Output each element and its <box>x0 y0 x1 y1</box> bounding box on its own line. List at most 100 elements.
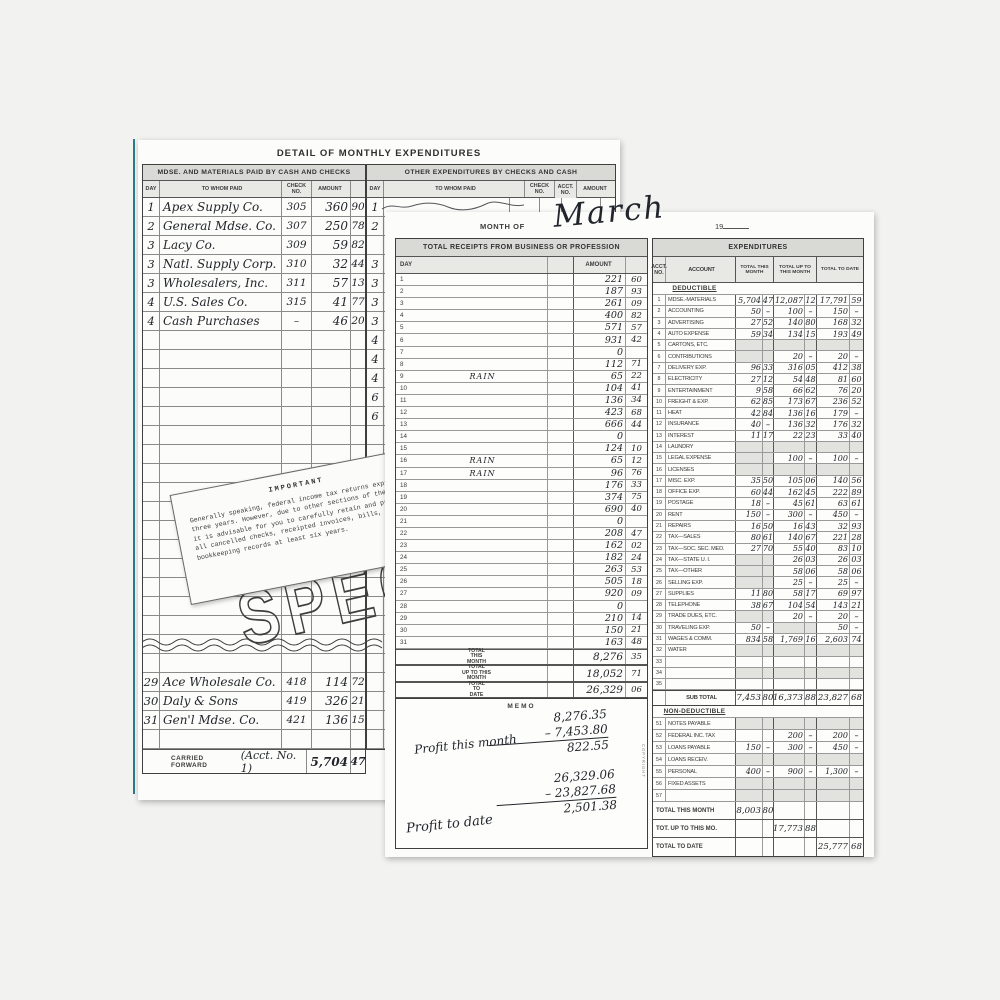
to-date-cell: 140 <box>832 476 848 486</box>
payee-cell: Gen'l Mdse. Co. <box>160 711 282 729</box>
account-name-cell: WAGES & COMM. <box>666 633 736 645</box>
blank-row <box>143 350 365 369</box>
amount-cell: 326 <box>325 694 348 708</box>
day-cell: 6 <box>367 407 384 425</box>
account-row: 32 WATER <box>653 645 863 657</box>
receipts-total-row: TOTAL UP TO THIS MONTH 18,052 71 <box>396 665 647 682</box>
acct-no-cell: 53 <box>653 742 666 754</box>
up-to-month-cents: 45 <box>804 487 817 498</box>
to-date-cell: 221 <box>832 532 848 542</box>
this-month-cents <box>762 645 774 656</box>
up-to-month-cents: 43 <box>804 520 817 532</box>
account-name-cell: SELLING EXP. <box>666 577 736 588</box>
mdse-blank-rows <box>143 331 365 673</box>
this-month-cell: 5,704 <box>738 295 761 305</box>
account-row: 9 ENTERTAINMENT 9 58 66 62 76 20 <box>653 385 863 397</box>
day-cell: 1 <box>400 276 404 284</box>
day-cell: 18 <box>400 481 408 489</box>
amount-cell: 162 <box>573 540 625 552</box>
total-amount: 26,329 <box>573 682 625 698</box>
blank-row <box>143 445 365 464</box>
year-label: 19 <box>715 222 750 231</box>
cents-cell: 76 <box>625 467 647 479</box>
day-cell: 4 <box>367 369 384 387</box>
this-month-cents <box>762 730 774 742</box>
memo-profit-to-date-calc: 26,329.06 – 23,827.68 2,501.38 <box>495 767 618 821</box>
amount-cell: 263 <box>573 564 625 576</box>
receipts-row: 17 RAIN 96 76 <box>396 467 647 480</box>
col-total-this-month: TOTAL THIS MONTH <box>736 257 774 282</box>
amount-cell: 374 <box>573 491 625 503</box>
account-name-cell: CARTONS, ETC. <box>666 340 736 351</box>
account-name-cell: AUTO EXPENSE <box>666 328 736 340</box>
account-name-cell: TAX—SALES <box>666 532 736 543</box>
account-row: 19 POSTAGE 18 – 45 61 63 61 <box>653 498 863 510</box>
acct-no-cell: 21 <box>653 520 666 532</box>
account-row: 12 INSURANCE 40 – 136 32 176 32 <box>653 419 863 431</box>
up-to-month-cell: 55 <box>792 544 803 554</box>
receipts-row: 31 163 48 <box>396 636 647 649</box>
to-date-cents: – <box>849 509 863 520</box>
to-date-cell <box>817 754 849 766</box>
subtotal-row: SUB TOTAL 7,453 80 16,373 88 23,827 68 <box>653 690 863 707</box>
this-month-cents: 44 <box>762 487 774 498</box>
amount-cell: 57 <box>332 276 348 290</box>
day-cell: 2 <box>400 288 404 296</box>
to-date-cell: 150 <box>832 306 848 316</box>
day-cell: 20 <box>400 505 408 513</box>
account-row: 25 TAX—OTHER 58 06 58 06 <box>653 566 863 578</box>
amount-cell: 505 <box>573 576 625 588</box>
blank-row <box>143 730 365 749</box>
to-date-cell: 58 <box>837 566 848 576</box>
up-to-month-cell: 200 <box>787 731 803 741</box>
mdse-row: 3 Natl. Supply Corp. 310 32 44 <box>143 255 365 274</box>
this-month-cents <box>762 340 774 351</box>
up-to-month-cell <box>774 718 804 730</box>
day-cell: 3 <box>367 255 384 273</box>
up-to-month-cents: 54 <box>804 600 817 611</box>
account-row: 4 AUTO EXPENSE 59 34 134 15 193 49 <box>653 328 863 341</box>
up-to-month-cell <box>774 645 804 656</box>
expenditures-header: EXPENDITURES <box>653 239 863 257</box>
note-cell: RAIN <box>469 456 496 466</box>
this-month-cents: 50 <box>762 475 774 487</box>
account-row: 52 FEDERAL INC. TAX 200 – 200 – <box>653 730 863 743</box>
receipts-row: 29 210 14 <box>396 612 647 625</box>
day-cell: 22 <box>400 530 408 538</box>
cents-cell: 09 <box>625 588 647 600</box>
check-no-cell: 421 <box>282 711 312 729</box>
up-to-month-cents <box>804 790 817 802</box>
up-to-month-cell: 104 <box>787 600 803 610</box>
cents-cell: 14 <box>625 612 647 624</box>
subtotal-to-date: 23,827 <box>817 693 848 704</box>
to-date-cents: 61 <box>849 498 863 509</box>
acct-no-cell: 33 <box>653 656 666 667</box>
receipts-row: 10 104 41 <box>396 382 647 395</box>
total-up-to-month-amount: 17,773 <box>772 823 803 834</box>
carried-forward-amount: 5,704 <box>305 750 350 773</box>
wavy-row-break-lines <box>142 638 383 652</box>
this-month-cents: – <box>762 742 774 754</box>
to-date-cents <box>849 667 863 679</box>
to-date-cell <box>817 778 849 790</box>
day-cell: 10 <box>400 384 408 392</box>
this-month-cell <box>736 340 762 351</box>
up-to-month-cents: 05 <box>804 362 817 374</box>
up-to-month-cell: 316 <box>787 363 803 373</box>
cents-cell: 40 <box>625 503 647 515</box>
acct-no-cell: 14 <box>653 441 666 453</box>
acct-no-cell: 56 <box>653 778 666 790</box>
account-row: 27 SUPPLIES 11 80 58 17 69 97 <box>653 588 863 601</box>
mdse-row: 2 General Mdse. Co. 307 250 78 <box>143 217 365 236</box>
to-date-cents: – <box>849 306 863 317</box>
up-to-month-cents: – <box>804 730 817 742</box>
day-cell: 6 <box>400 336 404 344</box>
payee-cell: Wholesalers, Inc. <box>160 274 282 292</box>
memo-label: MEMO <box>507 703 536 711</box>
amount-cell: 261 <box>573 298 625 310</box>
amount-cell: 32 <box>332 257 348 271</box>
cents-cell: 90 <box>350 198 365 216</box>
amount-cell: 46 <box>332 314 348 328</box>
account-row: 54 LOANS RECEIV. <box>653 754 863 767</box>
up-to-month-cell: 20 <box>792 611 803 621</box>
